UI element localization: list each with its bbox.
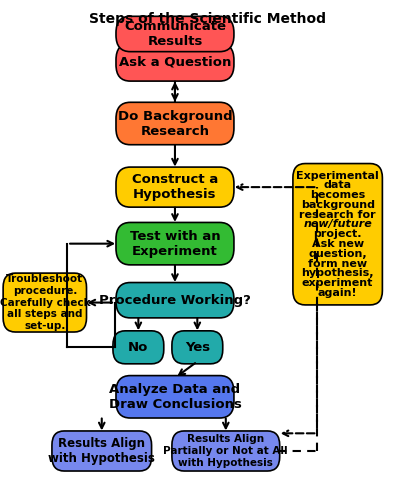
Text: Troubleshoot
procedure.
Carefully check
all steps and
set-up.: Troubleshoot procedure. Carefully check … <box>0 274 90 331</box>
FancyBboxPatch shape <box>116 102 234 145</box>
Text: Test with an
Experiment: Test with an Experiment <box>129 230 220 257</box>
FancyBboxPatch shape <box>52 431 151 471</box>
FancyBboxPatch shape <box>172 331 223 364</box>
Text: research for: research for <box>299 210 376 220</box>
FancyBboxPatch shape <box>116 167 234 207</box>
Text: No: No <box>128 341 149 354</box>
Text: Ask new: Ask new <box>312 239 364 249</box>
FancyBboxPatch shape <box>116 16 234 52</box>
Text: again!: again! <box>318 288 357 298</box>
Text: question,: question, <box>308 249 367 259</box>
FancyBboxPatch shape <box>116 222 234 265</box>
Text: Steps of the Scientific Method: Steps of the Scientific Method <box>89 12 326 26</box>
Text: Results Align
Partially or Not at All
with Hypothesis: Results Align Partially or Not at All wi… <box>164 434 288 468</box>
FancyBboxPatch shape <box>172 431 280 471</box>
Text: Analyze Data and
Draw Conclusions: Analyze Data and Draw Conclusions <box>109 383 242 411</box>
FancyBboxPatch shape <box>116 283 234 318</box>
Text: Yes: Yes <box>185 341 210 354</box>
Text: hypothesis,: hypothesis, <box>301 268 374 278</box>
FancyBboxPatch shape <box>293 164 382 305</box>
Text: Construct a
Hypothesis: Construct a Hypothesis <box>132 173 218 201</box>
Text: becomes: becomes <box>310 190 365 200</box>
Text: Results Align
with Hypothesis: Results Align with Hypothesis <box>48 437 155 465</box>
FancyBboxPatch shape <box>116 375 234 418</box>
Text: form new: form new <box>308 258 367 268</box>
FancyBboxPatch shape <box>116 44 234 81</box>
Text: data: data <box>324 181 352 190</box>
Text: Ask a Question: Ask a Question <box>119 56 231 69</box>
Text: Procedure Working?: Procedure Working? <box>99 294 251 307</box>
Text: Do Background
Research: Do Background Research <box>117 110 232 137</box>
Text: background: background <box>300 200 375 210</box>
Text: Communicate
Results: Communicate Results <box>124 20 226 48</box>
Text: new/future: new/future <box>303 219 372 230</box>
Text: project.: project. <box>313 229 362 239</box>
Text: experiment: experiment <box>302 278 374 288</box>
FancyBboxPatch shape <box>113 331 164 364</box>
Text: Experimental: Experimental <box>296 171 379 181</box>
FancyBboxPatch shape <box>3 273 86 332</box>
